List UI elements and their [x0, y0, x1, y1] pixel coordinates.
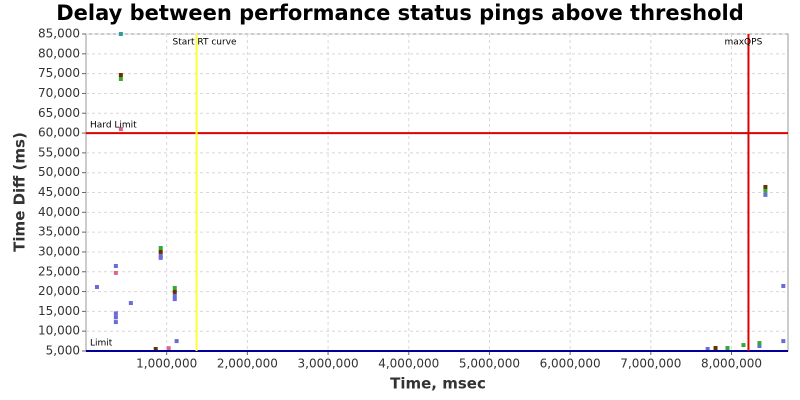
- point: [118, 77, 123, 82]
- y-tick-label: 5,000: [46, 344, 80, 358]
- reference-label: Hard Limit: [90, 121, 137, 131]
- point: [174, 339, 179, 344]
- point: [763, 192, 768, 197]
- point: [113, 264, 118, 269]
- y-tick-label: 80,000: [38, 46, 80, 60]
- point: [113, 270, 118, 275]
- x-axis-title: Time, msec: [390, 375, 486, 393]
- point: [172, 285, 177, 290]
- y-tick-label: 10,000: [38, 324, 80, 338]
- y-tick-label: 60,000: [38, 126, 80, 140]
- y-tick-label: 65,000: [38, 106, 80, 120]
- x-tick-label: 7,000,000: [620, 357, 681, 371]
- point: [158, 255, 163, 260]
- y-tick-label: 55,000: [38, 145, 80, 159]
- y-tick-label: 45,000: [38, 185, 80, 199]
- point: [172, 297, 177, 302]
- point: [118, 32, 123, 36]
- point: [113, 320, 118, 325]
- point: [781, 284, 786, 289]
- x-tick-label: 4,000,000: [378, 357, 439, 371]
- x-tick-label: 3,000,000: [298, 357, 359, 371]
- y-tick-label: 85,000: [38, 27, 80, 41]
- point: [153, 347, 158, 352]
- reference-label: Start RT curve: [173, 38, 237, 48]
- x-tick-label: 5,000,000: [459, 357, 520, 371]
- point: [158, 249, 163, 254]
- point: [763, 188, 768, 193]
- x-tick-label: 6,000,000: [540, 357, 601, 371]
- point: [705, 347, 710, 352]
- reference-label: Limit: [90, 339, 113, 349]
- y-tick-label: 50,000: [38, 165, 80, 179]
- point: [128, 301, 133, 306]
- point: [172, 293, 177, 298]
- point: [113, 311, 118, 316]
- point: [757, 341, 762, 346]
- y-tick-label: 40,000: [38, 205, 80, 219]
- point: [741, 343, 746, 348]
- point: [94, 285, 99, 290]
- point: [113, 315, 118, 320]
- y-tick-label: 30,000: [38, 244, 80, 258]
- point: [781, 339, 786, 344]
- point: [725, 346, 730, 351]
- y-tick-label: 25,000: [38, 264, 80, 278]
- y-tick-label: 75,000: [38, 66, 80, 80]
- y-tick-label: 20,000: [38, 284, 80, 298]
- y-tick-label: 15,000: [38, 304, 80, 318]
- x-tick-label: 2,000,000: [217, 357, 278, 371]
- point: [763, 184, 768, 189]
- point: [166, 346, 171, 351]
- y-axis-title: Time Diff (ms): [11, 132, 29, 252]
- y-tick-label: 70,000: [38, 86, 80, 100]
- point: [172, 289, 177, 294]
- chart-title: Delay between performance status pings a…: [56, 1, 744, 25]
- reference-label: maxQPS: [724, 38, 762, 48]
- point: [158, 245, 163, 250]
- point: [757, 344, 762, 349]
- point: [118, 127, 123, 132]
- y-tick-label: 35,000: [38, 225, 80, 239]
- x-tick-label: 1,000,000: [136, 357, 197, 371]
- x-tick-label: 8,000,000: [701, 357, 762, 371]
- point: [713, 346, 718, 351]
- point: [118, 73, 123, 78]
